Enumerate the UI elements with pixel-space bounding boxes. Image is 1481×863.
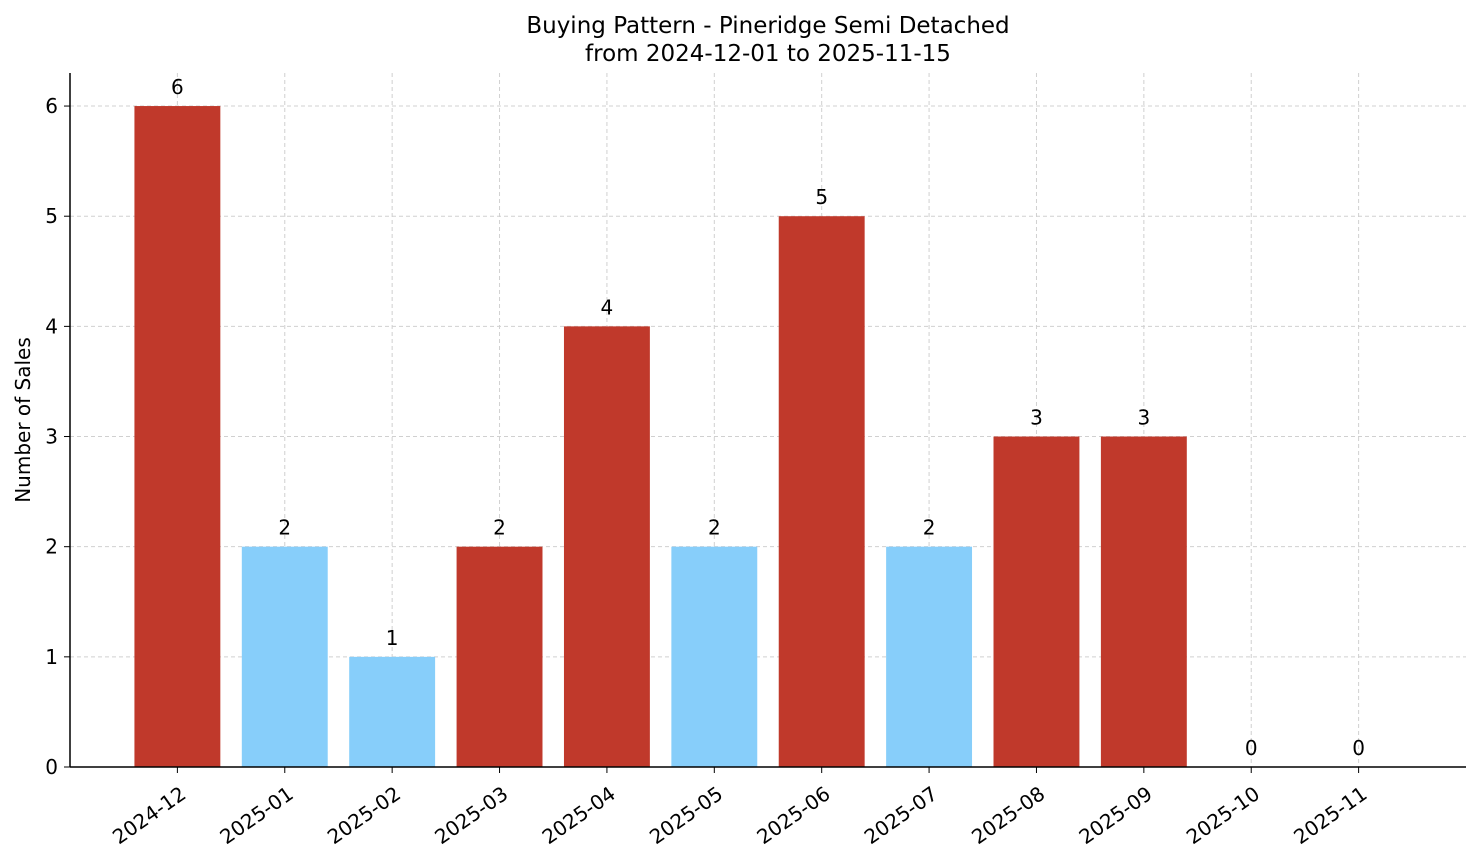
data-label: 3 xyxy=(1137,406,1150,430)
y-tick-label: 1 xyxy=(45,645,58,669)
x-tick-label: 2025-11 xyxy=(1289,781,1371,849)
y-tick-label: 0 xyxy=(45,755,58,779)
data-label: 2 xyxy=(708,516,721,540)
x-tick-label: 2025-05 xyxy=(645,781,727,849)
y-tick-label: 4 xyxy=(45,314,58,338)
bar xyxy=(886,546,973,767)
bar xyxy=(993,436,1080,767)
data-label: 0 xyxy=(1245,736,1258,760)
data-label: 2 xyxy=(923,516,936,540)
chart-title: Buying Pattern - Pineridge Semi Detached xyxy=(526,13,1009,39)
data-label: 1 xyxy=(386,626,399,650)
bar xyxy=(671,546,758,767)
bar xyxy=(134,106,221,768)
data-label: 2 xyxy=(493,516,506,540)
x-tick-label: 2025-10 xyxy=(1182,781,1264,849)
y-tick-label: 2 xyxy=(45,535,58,559)
bar xyxy=(456,546,543,767)
bar xyxy=(241,546,328,767)
bar xyxy=(1100,436,1187,767)
x-tick-label: 2025-03 xyxy=(430,781,512,849)
x-tick-label: 2024-12 xyxy=(108,781,190,849)
data-label: 4 xyxy=(601,295,614,319)
x-tick-label: 2025-01 xyxy=(215,781,297,849)
x-tick-label: 2025-06 xyxy=(752,781,834,849)
chart-subtitle: from 2024-12-01 to 2025-11-15 xyxy=(585,41,951,67)
y-tick-label: 3 xyxy=(45,425,58,449)
x-tick-label: 2025-04 xyxy=(538,781,620,849)
data-label: 3 xyxy=(1030,406,1043,430)
x-tick-label: 2025-08 xyxy=(967,781,1049,849)
data-label: 2 xyxy=(278,516,291,540)
x-tick-label: 2025-07 xyxy=(860,781,942,849)
bar xyxy=(778,216,865,767)
data-label: 6 xyxy=(171,75,184,99)
y-axis-label: Number of Sales xyxy=(11,337,35,503)
y-tick-label: 5 xyxy=(45,204,58,228)
data-label: 5 xyxy=(815,185,828,209)
x-tick-label: 2025-02 xyxy=(323,781,405,849)
bar xyxy=(349,656,436,767)
y-tick-label: 6 xyxy=(45,94,58,118)
x-tick-label: 2025-09 xyxy=(1074,781,1156,849)
bar xyxy=(563,326,650,767)
data-label: 0 xyxy=(1352,736,1365,760)
